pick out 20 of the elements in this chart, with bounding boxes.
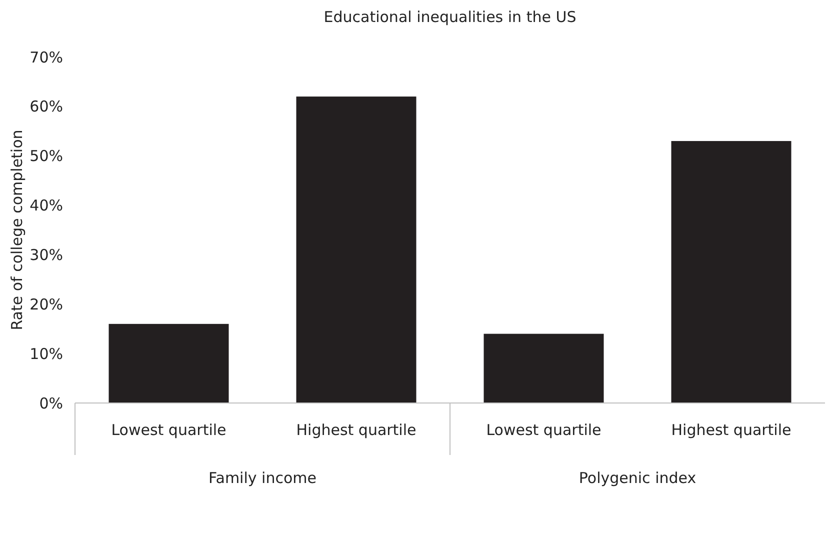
y-tick-label: 60%	[30, 98, 63, 116]
x-tick-label: Highest quartile	[671, 421, 792, 439]
x-tick-label: Highest quartile	[296, 421, 416, 439]
y-tick-label: 50%	[30, 147, 63, 166]
x-tick-label: Lowest quartile	[486, 421, 602, 439]
y-tick-label: 30%	[30, 246, 63, 264]
y-tick-label: 70%	[30, 48, 63, 66]
bar	[296, 96, 416, 403]
bar	[108, 324, 229, 403]
bar	[671, 141, 792, 403]
y-tick-label: 10%	[30, 344, 63, 363]
y-axis-title: Rate of college completion	[8, 130, 26, 330]
y-tick-label: 20%	[30, 295, 63, 314]
x-tick-label: Lowest quartile	[111, 421, 226, 439]
text: Polygenic index	[578, 469, 696, 487]
chart-title: Educational inequalities in the US	[324, 8, 576, 26]
bar	[484, 334, 604, 403]
text: Family income	[208, 469, 316, 487]
y-tick-label: 0%	[39, 394, 63, 412]
y-tick-label: 40%	[30, 196, 63, 215]
